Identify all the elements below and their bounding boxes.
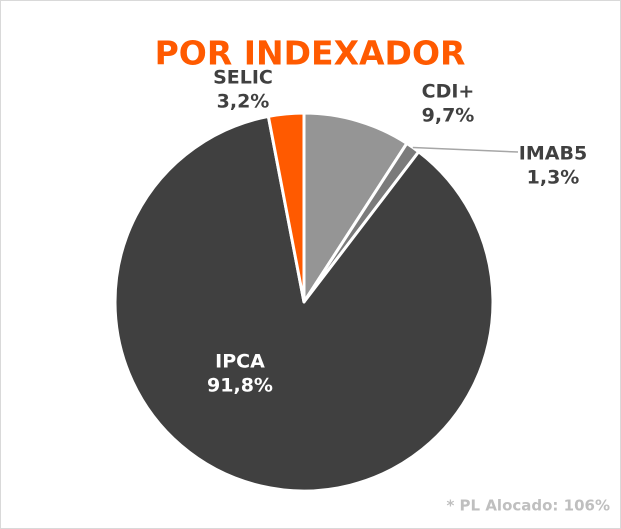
slice-value: 9,7% — [422, 105, 475, 127]
pie-slice — [302, 111, 409, 304]
pie-slice — [113, 114, 495, 493]
slice-value: 91,8% — [207, 375, 273, 397]
pie-slice — [266, 111, 306, 304]
chart-title: POR INDEXADOR — [155, 34, 466, 73]
slice-label: CDI+ — [422, 81, 475, 103]
slice-value: 1,3% — [527, 167, 580, 189]
slice-value: 3,2% — [217, 91, 270, 113]
slice-label: SELIC — [213, 67, 273, 89]
slice-label: IPCA — [215, 351, 265, 373]
leader-line — [412, 146, 519, 153]
footnote: * PL Alocado: 106% — [446, 497, 610, 515]
slice-label: IMAB5 — [519, 143, 587, 165]
